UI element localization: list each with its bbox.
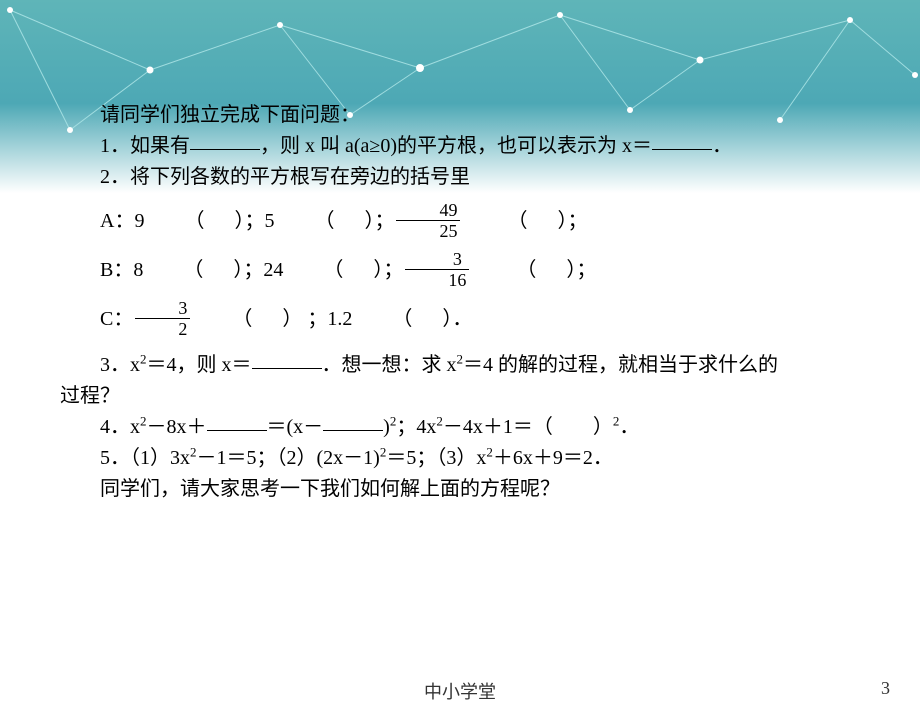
question-3-tail: 过程？ [60, 381, 880, 412]
q2A-v2: 5 [264, 210, 274, 232]
paren-slot: （ ）； [283, 255, 403, 286]
question-2B: B：8（ ）；24（ ）；316 （ ）； [60, 252, 880, 291]
intro-line: 请同学们独立完成下面问题： [60, 100, 880, 131]
question-2C: C：32（ ） ；1.2（ ）． [60, 301, 880, 340]
q3-line1: 3．x2＝4，则 x＝．想一想：求 x2＝4 的解的过程，就相当于求什么的 [60, 350, 778, 381]
q3-mid2: ．想一想：求 x [322, 354, 457, 376]
paren-slot: （ ）； [462, 206, 587, 237]
question-2A: A：9（ ）；5（ ）；4925 （ ）； [60, 203, 880, 242]
question-4: 4．x2－8x＋＝(x－)2；4x2－4x＋1＝（ ）2． [60, 412, 880, 443]
frac-num: 3 [405, 250, 469, 269]
q3-mid3: ＝4 的解的过程，就相当于求什么的 [463, 354, 778, 376]
q5-p2: （2）(2x－1) [277, 447, 380, 469]
frac-den: 16 [405, 269, 469, 289]
q2A-v1: 9 [134, 210, 144, 232]
q5-p1: （1）3x [130, 447, 190, 469]
q3-pre: 3．x [100, 354, 140, 376]
blank-q3 [252, 349, 322, 369]
footer-center-text: 中小学堂 [0, 678, 920, 704]
content-area: 请同学们独立完成下面问题： 1．如果有 ，则 x 叫 a(a≥0)的平方根，也可以… [60, 100, 880, 505]
frac-den: 2 [135, 318, 190, 338]
q2A-label: A： [100, 210, 134, 232]
frac-den: 25 [396, 220, 460, 240]
q5-p2b: ＝5； [386, 447, 436, 469]
q5-p3: （3）x [436, 447, 486, 469]
fraction-3-2: 32 [135, 299, 190, 338]
page-number: 3 [881, 678, 890, 699]
q4-mid2: ＝(x－ [267, 416, 324, 438]
paren-slot: （ ）． [352, 304, 472, 335]
q3-mid1: ＝4，则 x＝ [147, 354, 252, 376]
question-3: 3．x2＝4，则 x＝．想一想：求 x2＝4 的解的过程，就相当于求什么的 [60, 350, 880, 381]
frac-num: 3 [135, 299, 190, 318]
q4-pre: 4．x [100, 416, 140, 438]
q1-pre: 1．如果有 [100, 135, 190, 157]
q2C-label: C： [100, 308, 133, 330]
q5-p3b: ＋6x＋9＝2． [493, 447, 613, 469]
q4-mid6: ） [593, 416, 613, 438]
frac-num: 49 [396, 201, 460, 220]
blank-q1a [190, 130, 260, 150]
fraction-3-16: 316 [405, 250, 469, 289]
question-2-title: 2．将下列各数的平方根写在旁边的括号里 [60, 162, 880, 193]
q2B-label: B： [100, 259, 133, 281]
q4-post: ． [619, 416, 639, 438]
q4-mid1: －8x＋ [147, 416, 207, 438]
question-1: 1．如果有 ，则 x 叫 a(a≥0)的平方根，也可以表示为 x＝ ． [60, 131, 880, 162]
q5-label: 5． [100, 447, 130, 469]
paren-slot: （ ）； [274, 206, 394, 237]
q4-mid3: ) [383, 416, 390, 438]
fraction-49-25: 4925 [396, 201, 460, 240]
paren-slot: （ ）； [143, 255, 263, 286]
blank-q4b [323, 411, 383, 431]
blank-q4a [207, 411, 267, 431]
blank-q1b [652, 130, 712, 150]
paren-slot: （ ）； [471, 255, 596, 286]
q5-p1b: －1＝5； [197, 447, 277, 469]
q4-mid4: ；4x [396, 416, 436, 438]
q1-post: ． [712, 135, 732, 157]
q1-mid: ，则 x 叫 a(a≥0)的平方根，也可以表示为 x＝ [260, 135, 652, 157]
q2B-v1: 8 [133, 259, 143, 281]
paren-slot: （ ）； [144, 206, 264, 237]
closing-line: 同学们，请大家思考一下我们如何解上面的方程呢？ [60, 474, 880, 505]
question-5: 5．（1）3x2－1＝5；（2）(2x－1)2＝5；（3）x2＋6x＋9＝2． [60, 443, 880, 474]
paren-slot: （ ） ； [192, 304, 327, 335]
q2C-v2: 1.2 [327, 308, 352, 330]
q4-mid5: －4x＋1＝（ [443, 416, 553, 438]
q2B-v2: 24 [263, 259, 283, 281]
